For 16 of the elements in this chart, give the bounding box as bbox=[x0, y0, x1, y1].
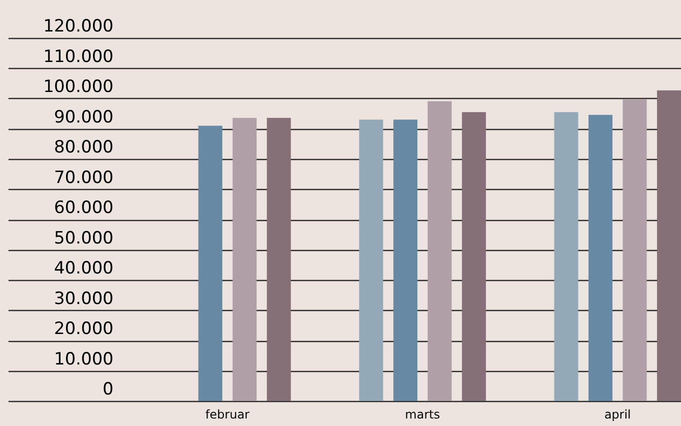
x-tick-label: april bbox=[604, 408, 631, 422]
y-tick-label: 110.000 bbox=[43, 46, 114, 67]
y-tick-label: 80.000 bbox=[54, 138, 114, 158]
y-tick-label: 70.000 bbox=[54, 168, 114, 188]
y-tick-label: 90.000 bbox=[54, 107, 114, 128]
y-tick-label: 20.000 bbox=[54, 319, 114, 339]
y-tick-label: 50.000 bbox=[54, 228, 114, 248]
x-tick-label: marts bbox=[405, 408, 440, 422]
x-tick-label: februar bbox=[205, 408, 250, 422]
y-tick-label: 40.000 bbox=[54, 258, 114, 278]
y-tick-label: 100.000 bbox=[43, 77, 114, 97]
y-tick-label: 10.000 bbox=[54, 349, 114, 370]
y-tick-label: 0 bbox=[102, 380, 114, 400]
y-tick-label: 60.000 bbox=[54, 198, 114, 218]
y-tick-label: 30.000 bbox=[54, 288, 114, 309]
y-tick-label: 120.000 bbox=[43, 16, 114, 36]
